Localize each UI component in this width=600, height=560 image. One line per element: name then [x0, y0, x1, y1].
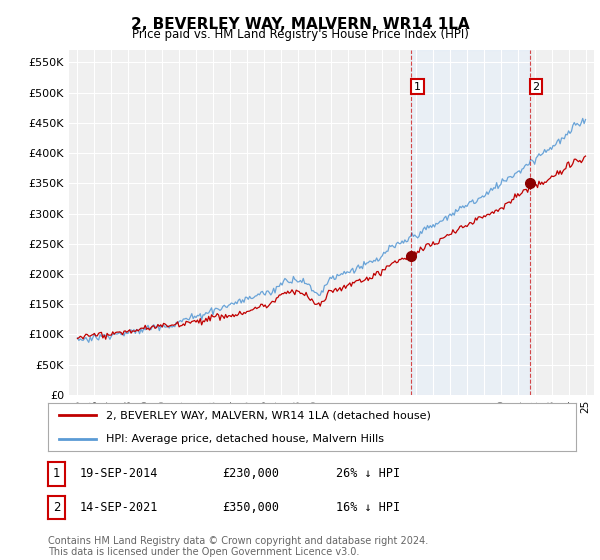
Text: 2: 2 — [53, 501, 60, 514]
Text: £230,000: £230,000 — [222, 467, 279, 480]
Text: 26% ↓ HPI: 26% ↓ HPI — [336, 467, 400, 480]
Text: 16% ↓ HPI: 16% ↓ HPI — [336, 501, 400, 514]
Text: HPI: Average price, detached house, Malvern Hills: HPI: Average price, detached house, Malv… — [106, 434, 384, 444]
Text: 2: 2 — [532, 82, 539, 92]
Text: Contains HM Land Registry data © Crown copyright and database right 2024.
This d: Contains HM Land Registry data © Crown c… — [48, 535, 428, 557]
Text: £350,000: £350,000 — [222, 501, 279, 514]
Text: 1: 1 — [53, 467, 60, 480]
Text: Price paid vs. HM Land Registry's House Price Index (HPI): Price paid vs. HM Land Registry's House … — [131, 28, 469, 41]
Text: 19-SEP-2014: 19-SEP-2014 — [80, 467, 158, 480]
Text: 2, BEVERLEY WAY, MALVERN, WR14 1LA (detached house): 2, BEVERLEY WAY, MALVERN, WR14 1LA (deta… — [106, 410, 431, 420]
Text: 1: 1 — [414, 82, 421, 92]
Text: 2, BEVERLEY WAY, MALVERN, WR14 1LA: 2, BEVERLEY WAY, MALVERN, WR14 1LA — [131, 17, 469, 32]
Text: 14-SEP-2021: 14-SEP-2021 — [80, 501, 158, 514]
Bar — [412, 50, 530, 395]
